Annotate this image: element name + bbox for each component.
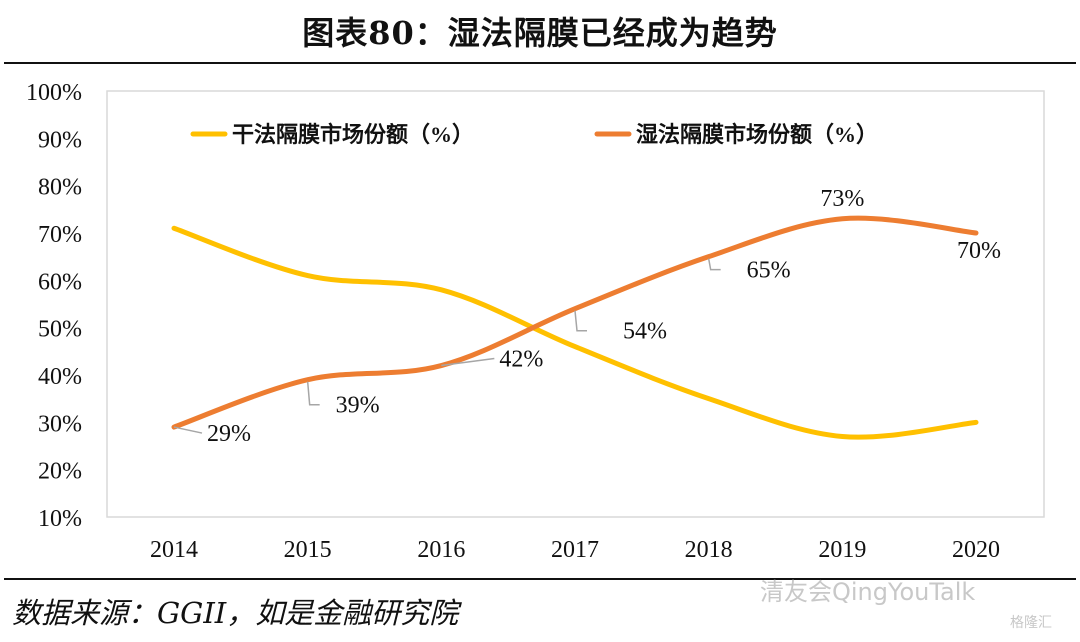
series-line-dry — [171, 225, 979, 440]
label-leader-line — [306, 381, 320, 406]
title-divider — [4, 62, 1076, 64]
y-tick-label: 60% — [38, 269, 82, 295]
x-tick-label: 2019 — [818, 537, 866, 563]
x-tick-label: 2014 — [150, 537, 198, 563]
data-label: 73% — [820, 186, 864, 212]
data-label: 70% — [957, 238, 1001, 264]
x-tick-label: 2018 — [685, 537, 733, 563]
x-axis: 2014 2015 2016 2017 2018 2019 2020 — [150, 537, 1000, 563]
watermark-logo: 格隆汇 — [1010, 615, 1052, 631]
y-tick-label: 90% — [38, 127, 82, 153]
label-leaders — [173, 258, 721, 434]
data-label: 29% — [207, 421, 251, 447]
x-tick-label: 2015 — [284, 537, 332, 563]
series-lines — [171, 215, 979, 440]
label-leader-line — [173, 426, 203, 434]
y-tick-label: 30% — [38, 411, 82, 437]
y-tick-label: 20% — [38, 459, 82, 485]
legend-label: 干法隔膜市场份额（%） — [232, 122, 474, 147]
legend: 干法隔膜市场份额（%） 湿法隔膜市场份额（%） — [190, 122, 878, 147]
chart-title: 图表80：湿法隔膜已经成为趋势 — [302, 14, 778, 52]
x-tick-label: 2016 — [417, 537, 465, 563]
label-leader-line — [574, 310, 587, 332]
y-tick-label: 10% — [38, 506, 82, 532]
source-note: 数据来源：GGII，如是金融研究院 — [12, 596, 459, 630]
data-label: 65% — [747, 258, 791, 284]
legend-label: 湿法隔膜市场份额（%） — [636, 122, 878, 147]
data-labels: 29% 39% 42% 54% 65% 73% 70% — [207, 186, 1001, 447]
data-label: 42% — [499, 347, 543, 373]
label-leader-line — [441, 357, 495, 367]
plot-area — [106, 90, 1045, 518]
y-tick-label: 100% — [26, 80, 82, 106]
data-label: 54% — [623, 319, 667, 345]
y-tick-label: 70% — [38, 222, 82, 248]
data-label: 39% — [336, 393, 380, 419]
y-axis: 10% 20% 30% 40% 50% 60% 70% 80% 90% 100% — [26, 80, 82, 532]
y-tick-label: 40% — [38, 364, 82, 390]
x-tick-label: 2017 — [551, 537, 599, 563]
series-line-wet — [171, 215, 979, 430]
watermark: 清友会QingYouTalk — [760, 578, 976, 606]
label-leader-line — [707, 258, 721, 271]
y-tick-label: 80% — [38, 175, 82, 201]
y-tick-label: 50% — [38, 317, 82, 343]
x-tick-label: 2020 — [952, 537, 1000, 563]
footer-divider — [4, 578, 1076, 580]
